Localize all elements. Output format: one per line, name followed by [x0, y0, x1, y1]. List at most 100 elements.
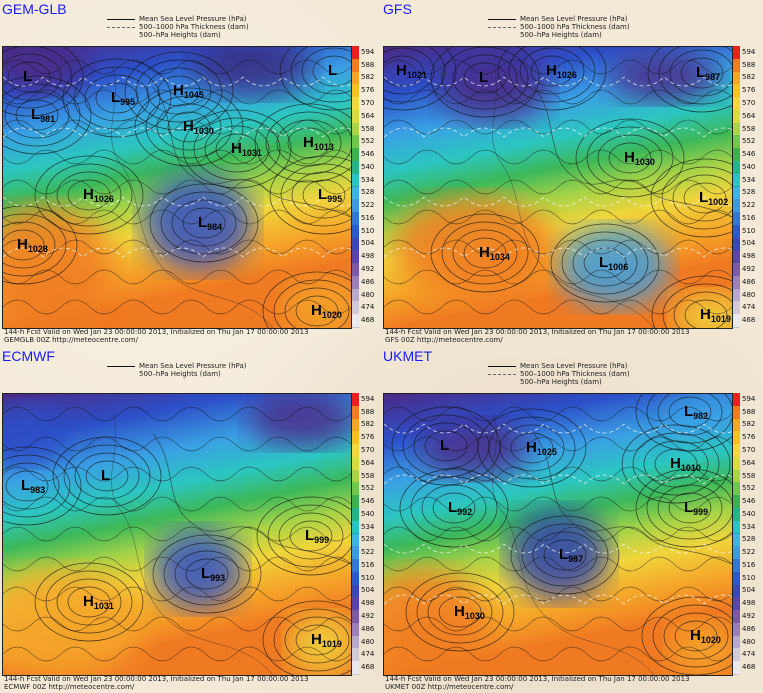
isobar	[163, 542, 251, 606]
isobar	[416, 580, 504, 644]
colorbar-level-label: 534	[361, 522, 375, 531]
isobar	[3, 586, 351, 602]
isobar	[3, 462, 60, 510]
isobar	[291, 171, 351, 219]
colorbar-level-label: 510	[742, 573, 756, 582]
isobar	[384, 496, 732, 512]
colorbar-swatch	[352, 482, 359, 497]
colorbar-level-label: 474	[361, 650, 375, 659]
isobar	[262, 600, 351, 675]
caption-source: UKMET 00Z http://meteocentre.com/	[385, 682, 514, 691]
isobar	[384, 55, 424, 87]
isobar	[3, 229, 45, 261]
map-legend: Mean Sea Level Pressure (hPa) 500–1000 h…	[488, 362, 630, 386]
isobar	[499, 424, 565, 472]
caption-valid-time: 144-h Fcst Valid on Wed Jan 23 00:00:00 …	[4, 328, 309, 336]
isobar	[3, 269, 351, 285]
isobar	[384, 646, 732, 662]
colorbar-swatch	[733, 559, 740, 573]
isobar	[67, 179, 111, 211]
colorbar-level-label: 510	[742, 226, 756, 235]
isobar	[519, 47, 585, 95]
colorbar-swatch	[733, 393, 740, 407]
colorbar-swatch	[352, 160, 359, 175]
coastline	[492, 413, 655, 675]
isobar	[384, 406, 732, 422]
high-pressure-label: H1030	[624, 149, 655, 167]
colorbar-level-label: 468	[742, 663, 756, 672]
isobar	[45, 163, 133, 227]
isobar	[289, 520, 333, 552]
isobar	[3, 446, 82, 526]
legend-item-thickness: 500–1000 hPa Thickness (dam)	[139, 23, 249, 31]
colorbar-swatch	[733, 173, 740, 188]
isobar	[3, 119, 351, 135]
forecast-caption: 144-h Fcst Valid on Wed Jan 23 00:00:00 …	[4, 675, 309, 691]
panel-title-link[interactable]: UKMET	[383, 348, 432, 364]
isobar	[290, 47, 351, 103]
colorbar-swatch	[733, 148, 740, 162]
isobar	[430, 213, 540, 293]
isobar	[683, 182, 727, 214]
colorbar-level-label: 486	[742, 624, 756, 633]
isobar	[182, 109, 292, 189]
isobar	[3, 47, 73, 109]
isobar	[134, 87, 244, 167]
colorbar-level-label: 558	[361, 471, 375, 480]
low-pressure-label: L995	[318, 186, 342, 204]
isobar	[95, 82, 139, 114]
legend-item-heights: 500–hPa Heights (dam)	[520, 31, 602, 39]
colorbar-level-label: 564	[742, 458, 756, 467]
panel-title-link[interactable]: ECMWF	[2, 348, 55, 364]
colorbar-level-label: 480	[361, 290, 375, 299]
colorbar-level-label: 468	[361, 663, 375, 672]
colorbar-level-label: 528	[361, 535, 375, 544]
panel-title-link[interactable]: GFS	[383, 1, 412, 17]
isobar	[441, 221, 529, 285]
isobar	[384, 586, 732, 602]
colorbar-swatch	[352, 135, 359, 150]
isobar	[684, 299, 728, 328]
colorbar-swatch	[733, 160, 740, 175]
colorbar-level-label: 540	[361, 509, 375, 518]
isobar	[3, 221, 56, 269]
colorbar-swatch	[352, 173, 359, 188]
isobar	[135, 59, 223, 123]
colorbar-swatch	[733, 186, 740, 201]
colorbar-level-label: 498	[742, 252, 756, 261]
panel-title-link[interactable]: GEM-GLB	[2, 1, 67, 17]
colorbar-level-label: 522	[742, 548, 756, 557]
colorbar-swatch	[733, 456, 740, 471]
isobar	[550, 223, 660, 303]
colorbar-swatch	[352, 314, 359, 328]
colorbar-level-label: 534	[361, 175, 375, 184]
high-pressure-label: H1025	[526, 439, 557, 457]
model-panel-ecmwf: ECMWF Mean Sea Level Pressure (hPa) 500–…	[0, 347, 381, 693]
isobar	[302, 179, 346, 211]
isobar	[405, 572, 515, 652]
colorbar-level-label: 558	[361, 124, 375, 133]
model-panel-gfs: GFS Mean Sea Level Pressure (hPa) 500–10…	[381, 0, 762, 346]
isobar	[438, 596, 482, 628]
isobar	[672, 174, 732, 222]
colorbar-level-label: 492	[361, 265, 375, 274]
height-anomaly	[439, 52, 549, 122]
colorbar-level-label: 480	[742, 290, 756, 299]
isobar	[632, 432, 720, 496]
isobar	[510, 432, 554, 464]
colorbar-swatch	[733, 46, 740, 60]
isobar	[668, 396, 712, 428]
legend-item-heights: 500–hPa Heights (dam)	[520, 378, 602, 386]
isobar	[646, 476, 732, 540]
thickness-contour	[384, 594, 732, 605]
isobar	[530, 55, 574, 87]
legend-item-thickness: 500–1000 hPa Thickness (dam)	[520, 23, 630, 31]
thickness-contour	[384, 196, 732, 207]
isobar	[641, 596, 732, 675]
isobar	[635, 468, 732, 548]
colorbar-level-label: 594	[742, 394, 756, 403]
coastline	[533, 433, 732, 565]
coastline	[152, 433, 351, 565]
isobar	[295, 295, 339, 327]
isobar	[575, 118, 685, 198]
